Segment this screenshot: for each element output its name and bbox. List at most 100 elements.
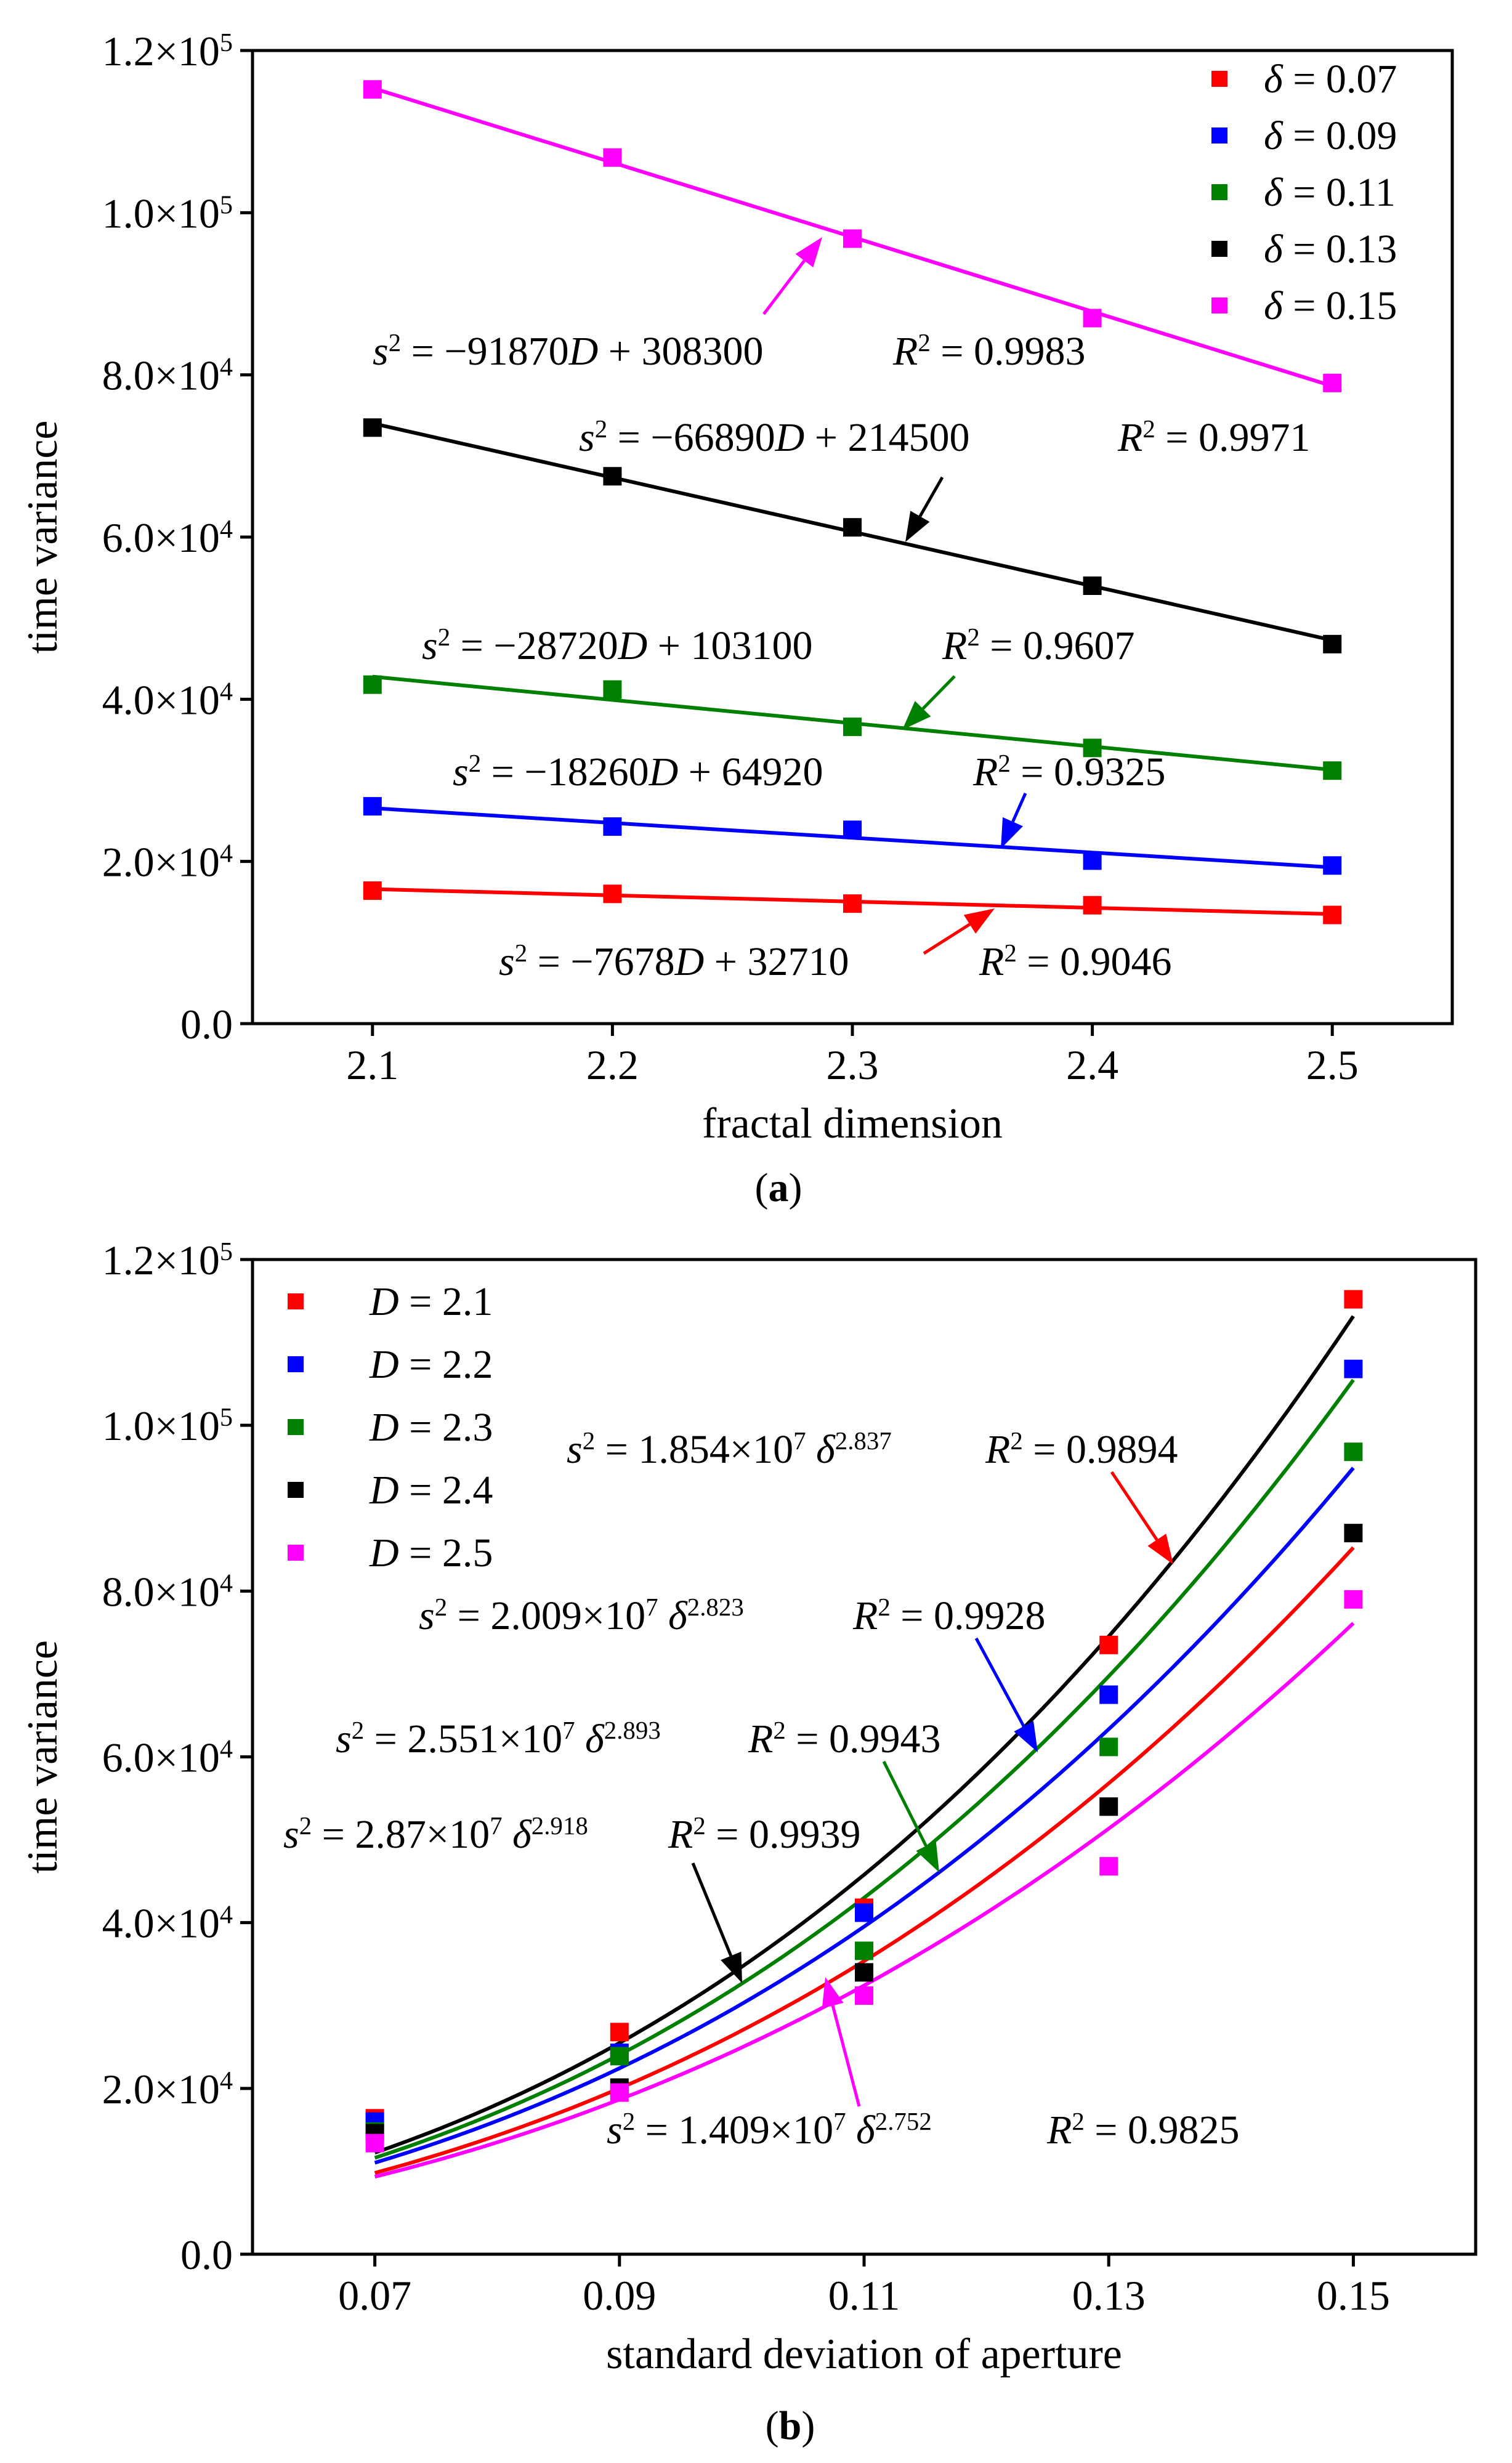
data-point-series-4 (855, 1963, 873, 1982)
r-squared: R2 = 0.9046 (979, 939, 1172, 985)
y-tick-label: 2.0×104 (102, 839, 233, 886)
data-point-series-5 (610, 2083, 629, 2102)
legend-entry: δ = 0.15 (1264, 283, 1397, 328)
r-squared: R2 = 0.9607 (942, 623, 1135, 669)
legend-marker (288, 1293, 304, 1309)
fit-line-series-4 (374, 1315, 1355, 2155)
annotation-arrow (1011, 792, 1027, 823)
legend-marker (1211, 184, 1227, 200)
legend-entry: D = 2.2 (369, 1342, 493, 1387)
annotation-arrowhead (822, 1977, 844, 2008)
y-tick-label: 8.0×104 (102, 1568, 233, 1615)
data-point-series-4 (843, 518, 862, 537)
data-point-series-5 (855, 1986, 873, 2005)
data-point-series-2 (1099, 1685, 1118, 1704)
data-point-series-3 (1083, 738, 1102, 758)
annotation-arrow (831, 2005, 861, 2107)
annotations: s2 = −91870D + 308300 R2 = 0.9983 s2 = −66… (373, 237, 1311, 984)
legend: δ = 0.07 δ = 0.09 δ = 0.11 δ = 0.13 δ = 0.15 (1211, 57, 1397, 328)
annotation-arrow (762, 259, 806, 315)
data-point-series-5 (603, 148, 622, 167)
data-point-series-2 (855, 1903, 873, 1922)
r-squared: R2 = 0.9894 (985, 1427, 1178, 1473)
annotation-arrow (918, 476, 944, 517)
y-tick-label: 6.0×104 (102, 1734, 233, 1781)
data-point-series-3 (855, 1941, 873, 1960)
panel-label: (b) (766, 2403, 815, 2448)
fit-line-series-3 (374, 1378, 1355, 2160)
chart-panel-b: 0.0 2.0×104 4.0×104 6.0×104 8.0×104 1.0×105 1.… (19, 1237, 1478, 2448)
legend-marker (288, 1356, 304, 1372)
r-squared: R2 = 0.9983 (892, 329, 1086, 374)
legend-entry: D = 2.1 (369, 1279, 493, 1324)
data-point-series-2 (1344, 1359, 1363, 1378)
data-point-series-1 (1083, 896, 1102, 915)
x-tick-label: 0.07 (338, 2272, 411, 2319)
annotation-arrowhead (1014, 1721, 1038, 1752)
legend-entry: δ = 0.13 (1264, 227, 1397, 272)
r-squared: R2 = 0.9928 (852, 1593, 1046, 1639)
r-squared: R2 = 0.9939 (668, 1812, 861, 1858)
chart-panel-a: 0.0 2.0×104 4.0×104 6.0×104 8.0×104 1.0×105 1.… (19, 28, 1454, 1210)
fit-equation: s2 = −7678D + 32710 (499, 939, 849, 985)
data-point-series-4 (363, 418, 382, 437)
fit-equation: s2 = −18260D + 64920 (453, 750, 823, 795)
x-tick-label: 2.1 (346, 1041, 398, 1088)
y-tick-label: 1.2×105 (102, 28, 233, 75)
fit-line-series-2 (374, 1466, 1355, 2165)
data-point-series-5 (363, 80, 382, 99)
legend-entry: δ = 0.11 (1264, 170, 1396, 215)
y-axis-title: time variance (19, 421, 67, 654)
data-point-series-3 (363, 675, 382, 694)
y-tick-label: 2.0×104 (102, 2066, 233, 2113)
y-tick-label: 8.0×104 (102, 352, 233, 399)
legend-marker (1211, 241, 1227, 257)
data-point-series-5 (1099, 1857, 1118, 1876)
data-point-series-1 (610, 2023, 629, 2042)
annotations: s2 = 1.854×107 δ2.837 R2 = 0.9894 s2 = 2.0… (283, 1427, 1240, 2153)
x-tick-label: 2.3 (827, 1041, 879, 1088)
data-point-series-1 (843, 894, 862, 913)
x-tick-label: 0.09 (583, 2272, 656, 2319)
x-tick-label: 0.13 (1072, 2272, 1146, 2319)
data-point-series-3 (1344, 1442, 1363, 1462)
y-tick-label: 6.0×104 (102, 514, 233, 561)
annotation-arrowhead (1001, 817, 1023, 849)
annotation-arrowhead (902, 701, 931, 730)
fit-lines (374, 1315, 1355, 2179)
data-point-series-2 (843, 820, 862, 839)
legend-marker (288, 1482, 304, 1498)
data-points (365, 1290, 1363, 2153)
fit-equation: s2 = 2.009×107 δ2.823 (419, 1593, 744, 1639)
r-squared: R2 = 0.9325 (972, 750, 1166, 795)
data-point-series-4 (1083, 576, 1102, 595)
fit-equation: s2 = −91870D + 308300 (373, 329, 764, 374)
panel-label: (a) (755, 1165, 802, 1210)
data-point-series-5 (1344, 1590, 1363, 1609)
y-tick-label: 1.2×105 (102, 1237, 233, 1284)
annotation-arrow (882, 1760, 928, 1847)
legend-marker (1211, 297, 1227, 313)
annotation-arrow (923, 923, 971, 955)
x-axis-title: fractal dimension (702, 1100, 1003, 1147)
annotation-arrowhead (905, 511, 930, 542)
annotation-arrow (921, 675, 956, 710)
y-axis-title: time variance (19, 1640, 67, 1874)
annotation-arrowhead (1147, 1534, 1173, 1564)
data-point-series-4 (1099, 1797, 1118, 1816)
data-point-series-4 (1344, 1524, 1363, 1543)
data-point-series-3 (610, 2047, 629, 2066)
y-tick-label: 1.0×105 (102, 190, 233, 237)
x-tick-label: 2.2 (586, 1041, 639, 1088)
data-point-series-5 (365, 2133, 384, 2153)
data-point-series-5 (1323, 373, 1342, 392)
data-point-series-2 (603, 817, 622, 836)
annotation-arrow (691, 1862, 733, 1957)
data-point-series-5 (1083, 309, 1102, 328)
data-point-series-3 (603, 680, 622, 699)
data-point-series-2 (1323, 856, 1342, 875)
data-point-series-1 (1099, 1635, 1118, 1654)
r-squared: R2 = 0.9943 (748, 1717, 941, 1762)
data-point-series-4 (1323, 634, 1342, 653)
